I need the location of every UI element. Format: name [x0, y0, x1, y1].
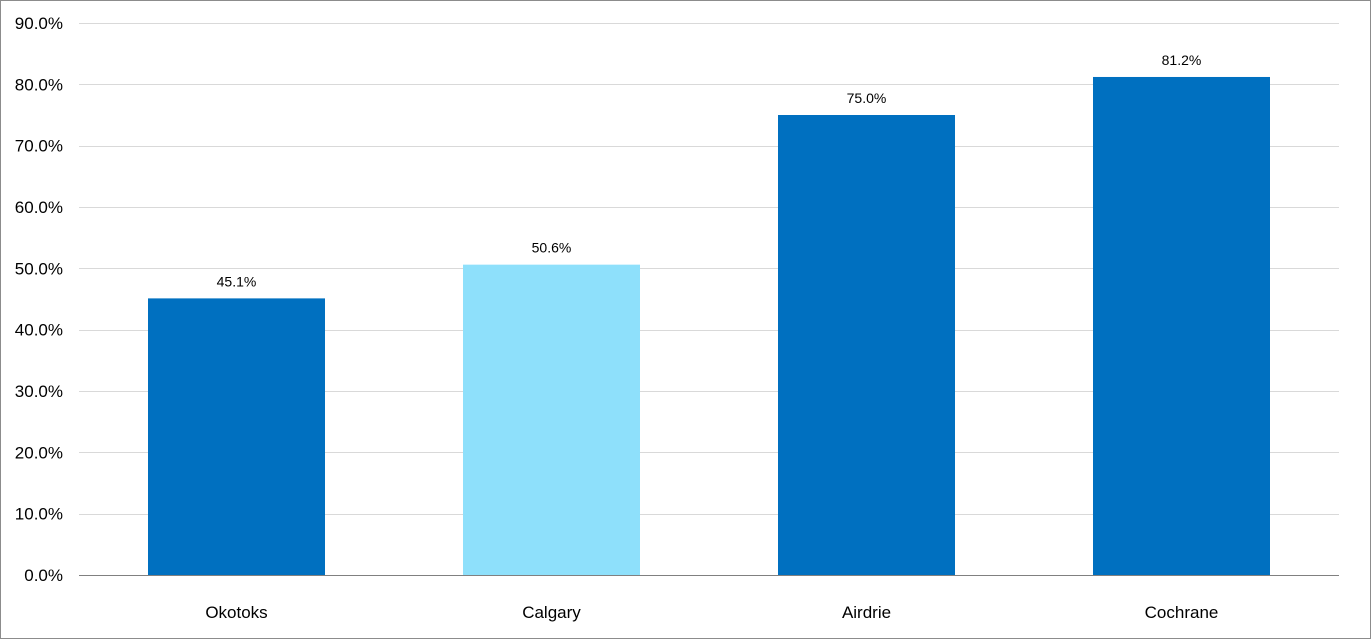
bar-airdrie [778, 115, 955, 575]
x-tick-label-cochrane: Cochrane [1145, 603, 1219, 622]
bar-okotoks [148, 298, 325, 575]
data-label-cochrane: 81.2% [1162, 52, 1202, 68]
x-tick-label-calgary: Calgary [522, 603, 581, 622]
y-tick-label-0: 0.0% [24, 566, 63, 585]
x-tick-label-airdrie: Airdrie [842, 603, 891, 622]
y-tick-label-6: 60.0% [15, 198, 63, 217]
y-tick-label-4: 40.0% [15, 321, 63, 340]
y-tick-label-1: 10.0% [15, 505, 63, 524]
bar-calgary [463, 264, 640, 575]
bar-cochrane [1093, 76, 1270, 576]
y-tick-label-8: 80.0% [15, 75, 63, 94]
y-tick-label-2: 20.0% [15, 443, 63, 462]
y-tick-label-7: 70.0% [15, 137, 63, 156]
y-tick-label-9: 90.0% [15, 14, 63, 33]
y-tick-label-3: 30.0% [15, 382, 63, 401]
data-label-okotoks: 45.1% [217, 273, 257, 289]
data-label-calgary: 50.6% [532, 240, 572, 256]
data-label-airdrie: 75.0% [847, 90, 887, 106]
y-tick-label-5: 50.0% [15, 259, 63, 278]
x-tick-label-okotoks: Okotoks [205, 603, 267, 622]
